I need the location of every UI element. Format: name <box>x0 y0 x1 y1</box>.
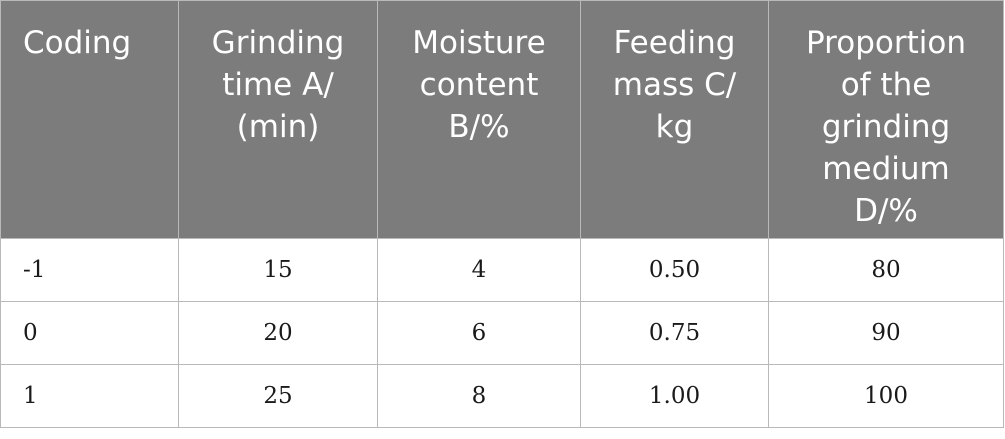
cell-grinding-medium-proportion: 100 <box>768 364 1004 428</box>
table-header: Coding Grinding time A/ (min) Moisture c… <box>0 0 1004 239</box>
cell-grinding-time: 25 <box>178 364 378 428</box>
cell-feeding-mass: 0.75 <box>580 301 769 365</box>
table-row: 0 20 6 0.75 90 <box>0 301 1004 365</box>
header-moisture-content: Moisture content B/% <box>377 0 581 239</box>
cell-grinding-time: 15 <box>178 238 378 302</box>
table-body: -1 15 4 0.50 80 0 20 6 0.75 90 1 25 8 1.… <box>0 238 1004 428</box>
cell-grinding-medium-proportion: 80 <box>768 238 1004 302</box>
header-grinding-medium-proportion: Proportion of the grinding medium D/% <box>768 0 1004 239</box>
cell-coding: 1 <box>0 364 179 428</box>
cell-moisture-content: 6 <box>377 301 581 365</box>
cell-feeding-mass: 1.00 <box>580 364 769 428</box>
table-row: 1 25 8 1.00 100 <box>0 364 1004 428</box>
cell-moisture-content: 4 <box>377 238 581 302</box>
header-grinding-time: Grinding time A/ (min) <box>178 0 378 239</box>
cell-grinding-medium-proportion: 90 <box>768 301 1004 365</box>
header-coding: Coding <box>0 0 179 239</box>
cell-moisture-content: 8 <box>377 364 581 428</box>
cell-grinding-time: 20 <box>178 301 378 365</box>
header-feeding-mass: Feeding mass C/ kg <box>580 0 769 239</box>
cell-coding: 0 <box>0 301 179 365</box>
cell-coding: -1 <box>0 238 179 302</box>
header-row: Coding Grinding time A/ (min) Moisture c… <box>0 0 1004 239</box>
table-row: -1 15 4 0.50 80 <box>0 238 1004 302</box>
cell-feeding-mass: 0.50 <box>580 238 769 302</box>
factor-levels-table: Coding Grinding time A/ (min) Moisture c… <box>0 0 1004 428</box>
